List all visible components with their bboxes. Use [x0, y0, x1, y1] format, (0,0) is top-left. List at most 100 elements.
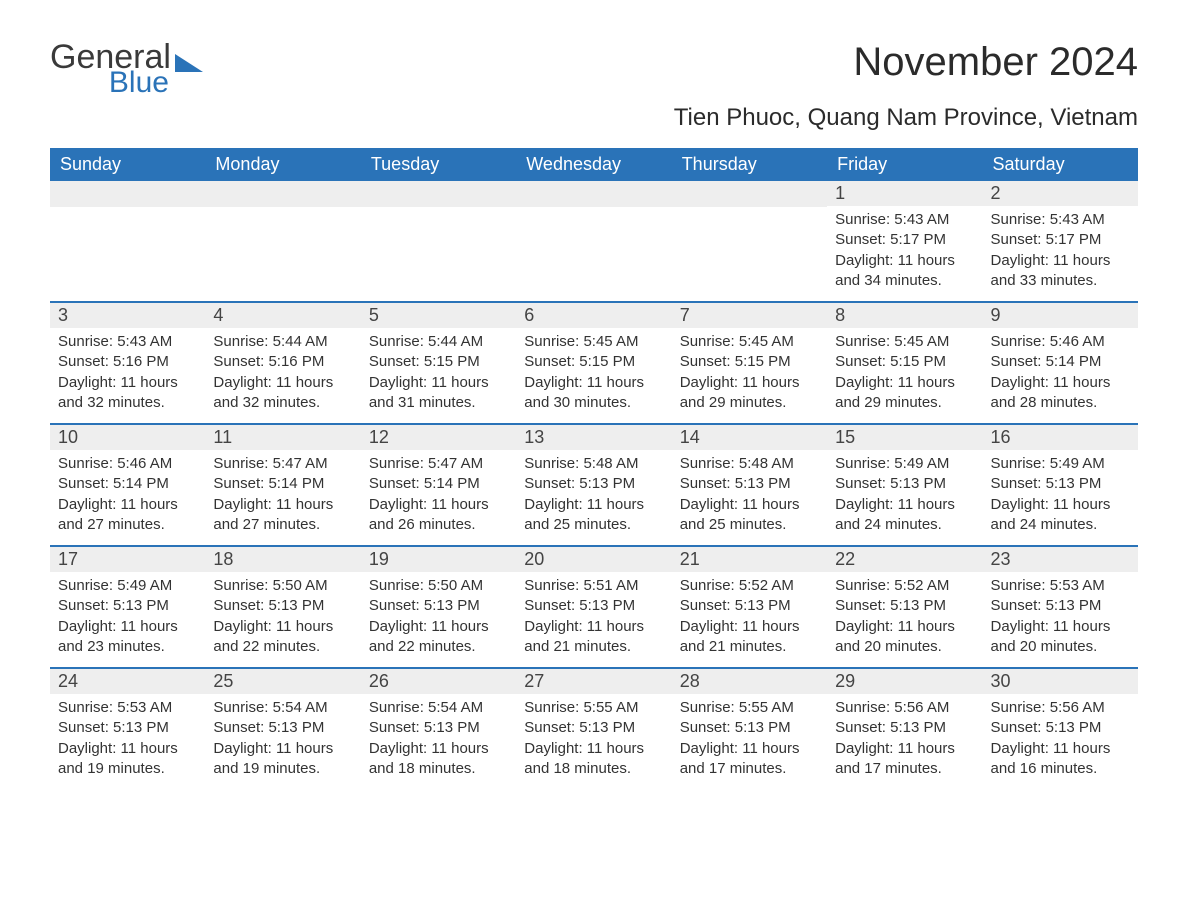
day-cell: 27Sunrise: 5:55 AMSunset: 5:13 PMDayligh…: [516, 669, 671, 789]
daylight-text: Daylight: 11 hours and 33 minutes.: [991, 251, 1130, 292]
day-body: Sunrise: 5:52 AMSunset: 5:13 PMDaylight:…: [672, 572, 827, 667]
day-number: 16: [983, 425, 1138, 450]
day-number: 2: [983, 181, 1138, 206]
day-number: 21: [672, 547, 827, 572]
daylight-text: Daylight: 11 hours and 20 minutes.: [991, 617, 1130, 658]
day-number: 4: [205, 303, 360, 328]
day-number: 15: [827, 425, 982, 450]
day-body: Sunrise: 5:50 AMSunset: 5:13 PMDaylight:…: [361, 572, 516, 667]
sunrise-text: Sunrise: 5:47 AM: [213, 454, 352, 474]
sunrise-text: Sunrise: 5:46 AM: [991, 332, 1130, 352]
logo-text: General Blue: [50, 40, 171, 98]
sunset-text: Sunset: 5:13 PM: [991, 474, 1130, 494]
day-body: [205, 207, 360, 221]
day-number: [672, 181, 827, 207]
sunrise-text: Sunrise: 5:48 AM: [680, 454, 819, 474]
day-body: Sunrise: 5:53 AMSunset: 5:13 PMDaylight:…: [50, 694, 205, 789]
sunrise-text: Sunrise: 5:49 AM: [58, 576, 197, 596]
logo: General Blue: [50, 40, 203, 98]
week-row: 3Sunrise: 5:43 AMSunset: 5:16 PMDaylight…: [50, 301, 1138, 423]
day-cell: 13Sunrise: 5:48 AMSunset: 5:13 PMDayligh…: [516, 425, 671, 545]
sunrise-text: Sunrise: 5:54 AM: [369, 698, 508, 718]
week-row: 24Sunrise: 5:53 AMSunset: 5:13 PMDayligh…: [50, 667, 1138, 789]
day-cell: 4 Sunrise: 5:44 AMSunset: 5:16 PMDaylight…: [205, 303, 360, 423]
daylight-text: Daylight: 11 hours and 25 minutes.: [680, 495, 819, 536]
daylight-text: Daylight: 11 hours and 24 minutes.: [991, 495, 1130, 536]
daylight-text: Daylight: 11 hours and 32 minutes.: [58, 373, 197, 414]
day-cell: 6Sunrise: 5:45 AMSunset: 5:15 PMDaylight…: [516, 303, 671, 423]
day-number: 8: [827, 303, 982, 328]
sunrise-text: Sunrise: 5:50 AM: [369, 576, 508, 596]
day-number: 23: [983, 547, 1138, 572]
sunset-text: Sunset: 5:13 PM: [680, 474, 819, 494]
day-body: Sunrise: 5:44 AMSunset: 5:15 PMDaylight:…: [361, 328, 516, 423]
day-body: Sunrise: 5:50 AMSunset: 5:13 PMDaylight:…: [205, 572, 360, 667]
sunrise-text: Sunrise: 5:53 AM: [991, 576, 1130, 596]
day-cell: [205, 181, 360, 301]
day-body: Sunrise: 5:48 AMSunset: 5:13 PMDaylight:…: [516, 450, 671, 545]
day-cell: 7Sunrise: 5:45 AMSunset: 5:15 PMDaylight…: [672, 303, 827, 423]
day-number: [205, 181, 360, 207]
sunset-text: Sunset: 5:16 PM: [213, 352, 352, 372]
sunset-text: Sunset: 5:13 PM: [835, 718, 974, 738]
day-number: 1: [827, 181, 982, 206]
sunrise-text: Sunrise: 5:56 AM: [991, 698, 1130, 718]
dow-cell: Saturday: [983, 148, 1138, 181]
dow-cell: Monday: [205, 148, 360, 181]
day-body: Sunrise: 5:45 AMSunset: 5:15 PMDaylight:…: [827, 328, 982, 423]
sunrise-text: Sunrise: 5:55 AM: [524, 698, 663, 718]
day-body: Sunrise: 5:56 AMSunset: 5:13 PMDaylight:…: [983, 694, 1138, 789]
sunrise-text: Sunrise: 5:47 AM: [369, 454, 508, 474]
sunset-text: Sunset: 5:13 PM: [991, 718, 1130, 738]
day-number: 30: [983, 669, 1138, 694]
daylight-text: Daylight: 11 hours and 28 minutes.: [991, 373, 1130, 414]
day-cell: [361, 181, 516, 301]
daylight-text: Daylight: 11 hours and 32 minutes.: [213, 373, 352, 414]
day-cell: 30Sunrise: 5:56 AMSunset: 5:13 PMDayligh…: [983, 669, 1138, 789]
day-cell: 26Sunrise: 5:54 AMSunset: 5:13 PMDayligh…: [361, 669, 516, 789]
day-body: Sunrise: 5:43 AMSunset: 5:16 PMDaylight:…: [50, 328, 205, 423]
week-row: 17Sunrise: 5:49 AMSunset: 5:13 PMDayligh…: [50, 545, 1138, 667]
day-cell: 20Sunrise: 5:51 AMSunset: 5:13 PMDayligh…: [516, 547, 671, 667]
day-body: Sunrise: 5:51 AMSunset: 5:13 PMDaylight:…: [516, 572, 671, 667]
calendar-weeks: 1Sunrise: 5:43 AMSunset: 5:17 PMDaylight…: [50, 181, 1138, 789]
daylight-text: Daylight: 11 hours and 23 minutes.: [58, 617, 197, 658]
page-title: November 2024: [853, 40, 1138, 85]
sunset-text: Sunset: 5:15 PM: [835, 352, 974, 372]
sunrise-text: Sunrise: 5:52 AM: [835, 576, 974, 596]
day-cell: 9Sunrise: 5:46 AMSunset: 5:14 PMDaylight…: [983, 303, 1138, 423]
daylight-text: Daylight: 11 hours and 24 minutes.: [835, 495, 974, 536]
header: General Blue November 2024: [50, 40, 1138, 98]
day-number: 9: [983, 303, 1138, 328]
sunrise-text: Sunrise: 5:44 AM: [213, 332, 352, 352]
sunset-text: Sunset: 5:13 PM: [524, 596, 663, 616]
day-body: Sunrise: 5:43 AMSunset: 5:17 PMDaylight:…: [827, 206, 982, 301]
day-number: 5: [361, 303, 516, 328]
day-cell: 15Sunrise: 5:49 AMSunset: 5:13 PMDayligh…: [827, 425, 982, 545]
day-cell: 22Sunrise: 5:52 AMSunset: 5:13 PMDayligh…: [827, 547, 982, 667]
sunrise-text: Sunrise: 5:46 AM: [58, 454, 197, 474]
sunset-text: Sunset: 5:15 PM: [369, 352, 508, 372]
day-cell: 18Sunrise: 5:50 AMSunset: 5:13 PMDayligh…: [205, 547, 360, 667]
day-body: [672, 207, 827, 221]
sunrise-text: Sunrise: 5:45 AM: [524, 332, 663, 352]
sunrise-text: Sunrise: 5:52 AM: [680, 576, 819, 596]
day-body: Sunrise: 5:55 AMSunset: 5:13 PMDaylight:…: [516, 694, 671, 789]
sunset-text: Sunset: 5:14 PM: [213, 474, 352, 494]
daylight-text: Daylight: 11 hours and 17 minutes.: [835, 739, 974, 780]
day-number: 14: [672, 425, 827, 450]
day-body: Sunrise: 5:49 AMSunset: 5:13 PMDaylight:…: [50, 572, 205, 667]
sunset-text: Sunset: 5:13 PM: [835, 474, 974, 494]
day-number: 6: [516, 303, 671, 328]
sunrise-text: Sunrise: 5:55 AM: [680, 698, 819, 718]
day-cell: 25Sunrise: 5:54 AMSunset: 5:13 PMDayligh…: [205, 669, 360, 789]
day-body: Sunrise: 5:52 AMSunset: 5:13 PMDaylight:…: [827, 572, 982, 667]
day-cell: 14 Sunrise: 5:48 AMSunset: 5:13 PMDayligh…: [672, 425, 827, 545]
sunrise-text: Sunrise: 5:44 AM: [369, 332, 508, 352]
day-number: [50, 181, 205, 207]
dow-cell: Wednesday: [516, 148, 671, 181]
sunrise-text: Sunrise: 5:56 AM: [835, 698, 974, 718]
sunset-text: Sunset: 5:13 PM: [58, 718, 197, 738]
sunset-text: Sunset: 5:13 PM: [835, 596, 974, 616]
daylight-text: Daylight: 11 hours and 19 minutes.: [58, 739, 197, 780]
